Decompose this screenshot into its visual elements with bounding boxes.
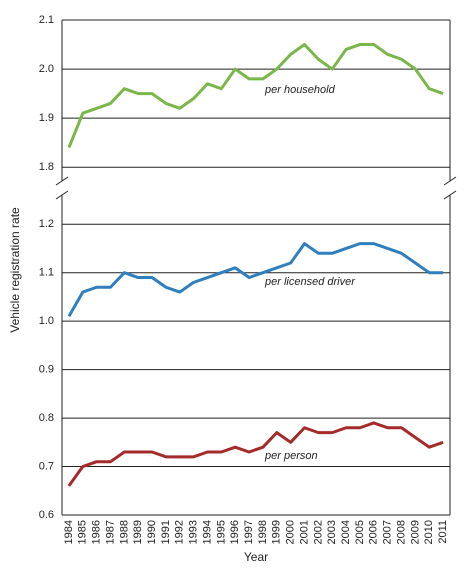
x-tick-label: 1984: [63, 520, 75, 544]
x-tick-label: 1989: [132, 520, 144, 544]
x-tick-label: 2000: [285, 520, 297, 544]
x-tick-label: 2011: [437, 520, 449, 544]
axis-break: [443, 190, 457, 200]
y-tick-label: 1.2: [39, 218, 54, 230]
series-label: per person: [264, 450, 318, 462]
x-tick-label: 1996: [229, 520, 241, 544]
x-tick-label: 2010: [423, 520, 435, 544]
series-label: per household: [264, 84, 336, 96]
line: [67, 43, 444, 149]
x-tick-label: 1995: [215, 520, 227, 544]
x-tick-label: 2002: [312, 520, 324, 544]
x-tick-label: 2004: [340, 520, 352, 544]
x-tick-label: 2006: [368, 520, 380, 544]
x-tick-label: 2009: [409, 520, 421, 544]
y-tick-label: 1.1: [39, 267, 54, 279]
x-tick-label: 1997: [243, 520, 255, 544]
axis-break: [55, 176, 69, 186]
y-tick-label: 1.9: [39, 112, 54, 124]
y-tick-label: 0.7: [39, 460, 54, 472]
x-tick-label: 1999: [271, 520, 283, 544]
x-tick-label: 1985: [77, 520, 89, 544]
y-tick-label: 1.8: [39, 161, 54, 173]
x-tick-label: 1990: [146, 520, 158, 544]
x-tick-label: 1993: [188, 520, 200, 544]
x-tick-label: 1998: [257, 520, 269, 544]
line: [67, 242, 444, 318]
x-tick-label: 2003: [326, 520, 338, 544]
y-tick-label: 2.1: [39, 14, 54, 26]
x-tick-label: 1991: [160, 520, 172, 544]
x-tick-label: 1992: [174, 520, 186, 544]
axis-break: [55, 190, 69, 200]
line: [67, 421, 444, 487]
x-tick-label: 2005: [354, 520, 366, 544]
x-axis-label: Year: [244, 550, 268, 564]
x-tick-label: 1986: [91, 520, 103, 544]
x-tick-label: 1987: [104, 520, 116, 544]
y-tick-label: 0.8: [39, 412, 54, 424]
x-tick-label: 1988: [118, 520, 130, 544]
y-tick-label: 0.6: [39, 509, 54, 521]
axis-break: [443, 176, 457, 186]
x-tick-label: 2001: [298, 520, 310, 544]
y-tick-label: 1.0: [39, 315, 54, 327]
y-axis-label: Vehicle registration rate: [8, 207, 22, 333]
y-tick-label: 0.9: [39, 364, 54, 376]
x-tick-label: 1994: [201, 520, 213, 544]
series-label: per licensed driver: [264, 276, 356, 288]
x-tick-label: 2007: [382, 520, 394, 544]
x-tick-label: 2008: [395, 520, 407, 544]
y-tick-label: 2.0: [39, 63, 54, 75]
